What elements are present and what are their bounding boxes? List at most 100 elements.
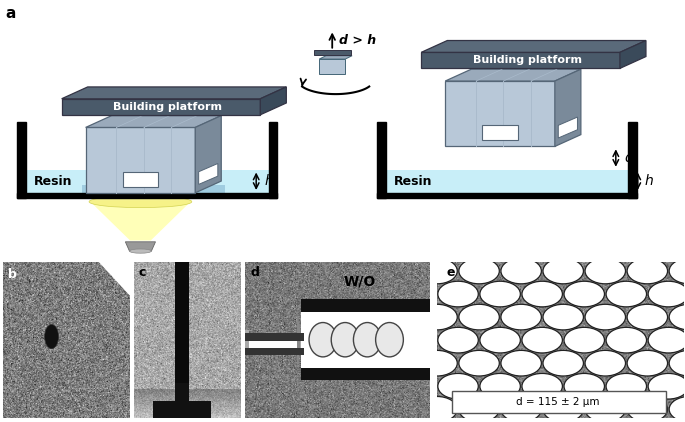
Bar bbox=[301, 368, 430, 380]
Bar bbox=[482, 125, 518, 140]
Ellipse shape bbox=[648, 327, 685, 353]
Bar bbox=[377, 193, 637, 198]
Bar bbox=[377, 122, 386, 198]
Bar bbox=[445, 81, 555, 146]
Ellipse shape bbox=[416, 304, 458, 330]
Text: h: h bbox=[264, 174, 273, 188]
Bar bbox=[386, 170, 628, 193]
Bar bbox=[123, 172, 158, 187]
Text: d: d bbox=[624, 151, 633, 165]
Ellipse shape bbox=[501, 258, 541, 284]
Ellipse shape bbox=[627, 258, 668, 284]
Ellipse shape bbox=[606, 419, 647, 422]
Ellipse shape bbox=[459, 397, 499, 422]
Ellipse shape bbox=[522, 373, 562, 399]
Ellipse shape bbox=[89, 196, 192, 208]
Ellipse shape bbox=[543, 397, 584, 422]
Ellipse shape bbox=[501, 304, 541, 330]
Ellipse shape bbox=[585, 258, 625, 284]
Ellipse shape bbox=[332, 322, 359, 357]
Ellipse shape bbox=[648, 419, 685, 422]
Text: Resin: Resin bbox=[34, 175, 73, 188]
Text: h: h bbox=[645, 174, 653, 188]
Ellipse shape bbox=[543, 350, 584, 376]
Ellipse shape bbox=[585, 350, 625, 376]
Bar bbox=[319, 59, 345, 74]
Ellipse shape bbox=[438, 419, 478, 422]
Polygon shape bbox=[99, 262, 130, 296]
Bar bbox=[62, 99, 260, 115]
Bar bbox=[26, 170, 269, 193]
Text: d: d bbox=[251, 266, 260, 279]
Bar bbox=[175, 262, 189, 384]
Ellipse shape bbox=[522, 281, 562, 307]
Ellipse shape bbox=[648, 373, 685, 399]
Text: d = 115 ± 2 μm: d = 115 ± 2 μm bbox=[516, 397, 599, 407]
Bar bbox=[86, 127, 195, 193]
Text: Building platform: Building platform bbox=[113, 102, 223, 112]
Ellipse shape bbox=[606, 327, 647, 353]
Polygon shape bbox=[297, 311, 301, 368]
Polygon shape bbox=[86, 116, 221, 127]
Bar bbox=[17, 193, 277, 198]
Ellipse shape bbox=[459, 258, 499, 284]
Bar bbox=[245, 337, 301, 348]
Bar bbox=[17, 122, 26, 198]
Polygon shape bbox=[319, 56, 352, 59]
Ellipse shape bbox=[416, 397, 458, 422]
Text: c: c bbox=[139, 266, 147, 279]
Ellipse shape bbox=[459, 304, 499, 330]
Bar bbox=[245, 330, 249, 355]
Ellipse shape bbox=[480, 327, 521, 353]
Bar bbox=[245, 348, 304, 355]
Bar bbox=[452, 391, 667, 413]
Polygon shape bbox=[89, 200, 192, 241]
Polygon shape bbox=[421, 41, 646, 52]
Ellipse shape bbox=[585, 304, 625, 330]
Bar bbox=[175, 384, 189, 418]
Ellipse shape bbox=[309, 322, 337, 357]
Ellipse shape bbox=[438, 327, 478, 353]
Text: Resin: Resin bbox=[394, 175, 432, 188]
Bar bbox=[314, 50, 351, 55]
Bar bbox=[269, 122, 277, 198]
Ellipse shape bbox=[564, 373, 604, 399]
Bar bbox=[245, 333, 304, 341]
Bar bbox=[153, 400, 211, 418]
Ellipse shape bbox=[45, 325, 58, 349]
Ellipse shape bbox=[480, 373, 521, 399]
Polygon shape bbox=[620, 41, 646, 68]
Ellipse shape bbox=[480, 419, 521, 422]
Ellipse shape bbox=[416, 350, 458, 376]
Ellipse shape bbox=[522, 327, 562, 353]
Ellipse shape bbox=[606, 281, 647, 307]
Ellipse shape bbox=[459, 350, 499, 376]
Polygon shape bbox=[195, 116, 221, 193]
Text: W/O: W/O bbox=[344, 274, 376, 288]
Ellipse shape bbox=[627, 397, 668, 422]
Polygon shape bbox=[125, 242, 155, 251]
Bar bbox=[301, 311, 430, 368]
Ellipse shape bbox=[648, 281, 685, 307]
Bar bbox=[421, 52, 620, 68]
Ellipse shape bbox=[543, 304, 584, 330]
Polygon shape bbox=[199, 163, 218, 184]
Text: e: e bbox=[447, 266, 456, 279]
Text: d > h: d > h bbox=[339, 34, 376, 46]
Bar bbox=[301, 299, 430, 311]
Ellipse shape bbox=[522, 419, 562, 422]
Polygon shape bbox=[558, 117, 577, 138]
Bar bbox=[82, 185, 225, 193]
Ellipse shape bbox=[669, 258, 685, 284]
Polygon shape bbox=[555, 69, 581, 146]
Ellipse shape bbox=[501, 350, 541, 376]
Ellipse shape bbox=[129, 249, 151, 253]
Ellipse shape bbox=[501, 397, 541, 422]
Ellipse shape bbox=[669, 397, 685, 422]
Ellipse shape bbox=[416, 258, 458, 284]
Ellipse shape bbox=[627, 304, 668, 330]
Ellipse shape bbox=[543, 258, 584, 284]
Bar bbox=[628, 122, 637, 198]
Ellipse shape bbox=[606, 373, 647, 399]
Ellipse shape bbox=[438, 373, 478, 399]
